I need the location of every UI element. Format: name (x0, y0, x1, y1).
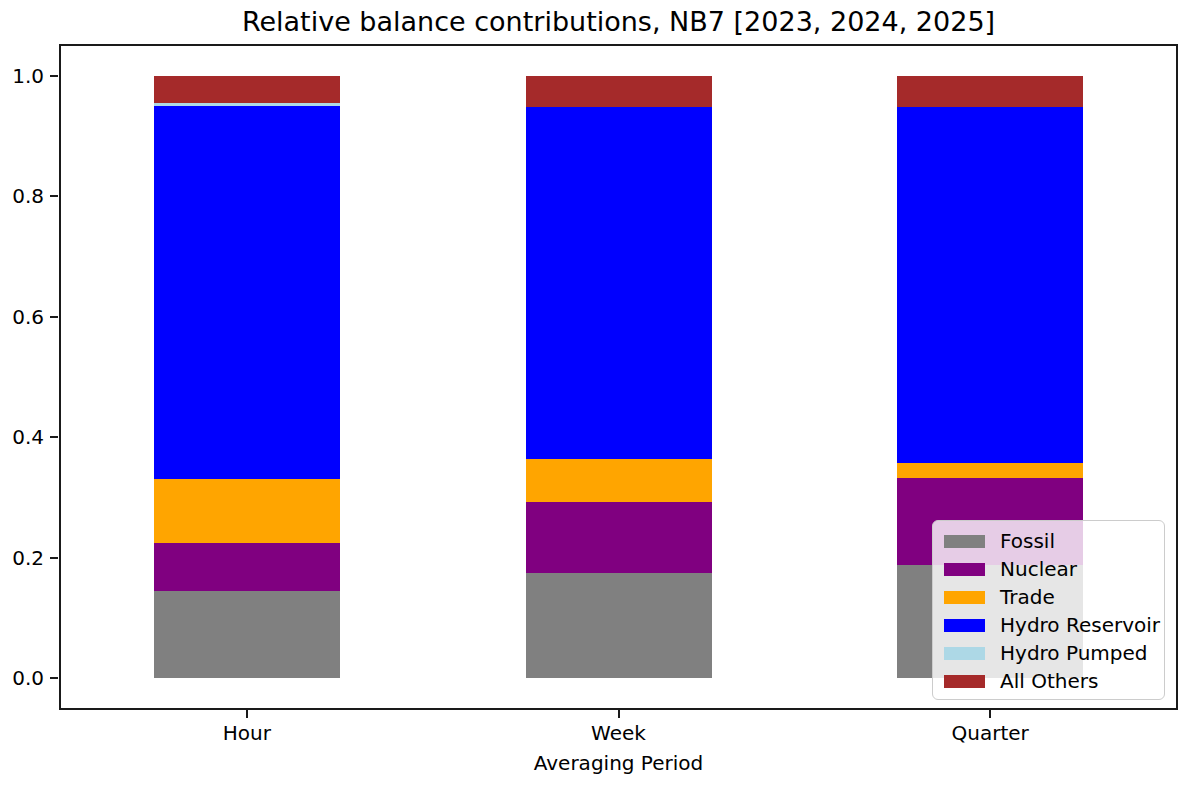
bar-week-segment-all-others (526, 76, 712, 107)
y-tick-0.2 (50, 557, 58, 559)
legend-label-all-others: All Others (1000, 669, 1098, 693)
legend-label-hydro-reservoir: Hydro Reservoir (1000, 613, 1160, 637)
legend-swatch-hydro-pumped (944, 647, 985, 660)
bar-hour-segment-trade (154, 479, 340, 543)
legend-swatch-fossil (944, 535, 985, 548)
x-axis-label: Averaging Period (59, 751, 1178, 775)
bar-hour-segment-all-others (154, 76, 340, 103)
chart-title: Relative balance contributions, NB7 [202… (59, 6, 1178, 38)
bar-quarter-segment-all-others (897, 76, 1083, 107)
y-tick-label-0.6: 0.6 (12, 304, 44, 328)
legend-item-trade: Trade (944, 583, 1164, 611)
figure: Relative balance contributions, NB7 [202… (0, 0, 1190, 785)
bar-hour-segment-hydro-reservoir (154, 106, 340, 479)
y-tick-0.0 (50, 677, 58, 679)
y-tick-1.0 (50, 75, 58, 77)
bar-quarter-segment-hydro-reservoir (897, 107, 1083, 463)
y-tick-label-0.0: 0.0 (12, 665, 44, 689)
bar-week-segment-nuclear (526, 502, 712, 573)
y-tick-0.4 (50, 436, 58, 438)
x-tick-week (618, 710, 620, 718)
bar-week-segment-trade (526, 459, 712, 502)
x-tick-label-week: Week (591, 721, 646, 745)
legend-swatch-hydro-reservoir (944, 619, 985, 632)
y-tick-label-0.2: 0.2 (12, 545, 44, 569)
legend-label-trade: Trade (1000, 585, 1055, 609)
legend-swatch-nuclear (944, 563, 985, 576)
legend-item-hydro-reservoir: Hydro Reservoir (944, 611, 1164, 639)
legend-label-fossil: Fossil (1000, 529, 1055, 553)
y-tick-0.6 (50, 316, 58, 318)
bar-hour-segment-hydro-pumped (154, 103, 340, 106)
y-tick-0.8 (50, 195, 58, 197)
legend-item-hydro-pumped: Hydro Pumped (944, 639, 1164, 667)
x-tick-quarter (989, 710, 991, 718)
legend-swatch-trade (944, 591, 985, 604)
x-tick-hour (246, 710, 248, 718)
legend-swatch-all-others (944, 675, 985, 688)
x-tick-label-quarter: Quarter (952, 721, 1029, 745)
x-tick-label-hour: Hour (223, 721, 271, 745)
bar-week-segment-fossil (526, 573, 712, 678)
bar-week-segment-hydro-reservoir (526, 107, 712, 459)
legend-item-all-others: All Others (944, 667, 1164, 695)
legend: Fossil Nuclear Trade Hydro Reservoir Hydro P… (932, 520, 1165, 700)
bar-quarter-segment-trade (897, 463, 1083, 478)
y-tick-label-0.8: 0.8 (12, 184, 44, 208)
legend-label-hydro-pumped: Hydro Pumped (1000, 641, 1148, 665)
bar-hour-segment-nuclear (154, 543, 340, 591)
plot-area: Fossil Nuclear Trade Hydro Reservoir Hydro P… (59, 44, 1178, 710)
legend-label-nuclear: Nuclear (1000, 557, 1077, 581)
legend-item-nuclear: Nuclear (944, 555, 1164, 583)
y-tick-label-1.0: 1.0 (12, 64, 44, 88)
y-tick-label-0.4: 0.4 (12, 425, 44, 449)
bar-hour-segment-fossil (154, 591, 340, 678)
legend-item-fossil: Fossil (944, 527, 1164, 555)
